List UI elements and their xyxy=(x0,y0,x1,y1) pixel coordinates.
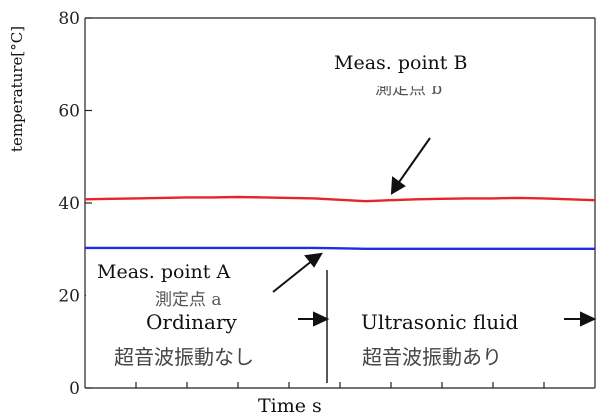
point-b-label-jp: 測定点 b xyxy=(375,86,442,108)
series-lines xyxy=(84,195,596,251)
y-ticks: 0 20 40 60 80 xyxy=(58,9,92,399)
y-tick-label: 60 xyxy=(58,102,80,122)
point-a-arrow-line xyxy=(272,259,314,293)
annotation-arrows xyxy=(272,137,597,327)
point-b-arrowhead xyxy=(390,176,406,195)
point-a-label-jp-text: 測定点 a xyxy=(155,291,222,310)
point-a-label-box xyxy=(86,255,266,307)
series-line-point-a xyxy=(85,246,595,251)
y-axis-label: temperature[°C] xyxy=(8,25,26,153)
x-axis-label: Time s xyxy=(258,395,322,417)
ordinary-arrowhead xyxy=(313,311,330,327)
ordinary-label: Ordinary xyxy=(146,310,237,334)
ultrasonic-arrowhead xyxy=(580,311,597,327)
ordinary-label-jp: 超音波振動なし xyxy=(114,345,254,369)
y-tick-label: 80 xyxy=(58,9,80,29)
point-a-label: Meas. point A xyxy=(97,261,231,283)
point-b-arrow-line xyxy=(396,137,431,186)
y-tick-label: 20 xyxy=(58,287,80,307)
point-a-label-jp: 測定点 a xyxy=(155,291,222,311)
x-ticks xyxy=(135,382,545,388)
y-tick-label: 40 xyxy=(58,194,80,214)
ordinary-phase-box xyxy=(110,308,298,374)
point-a-arrowhead xyxy=(304,252,323,268)
point-b-label-jp-text: 測定点 b xyxy=(375,86,443,99)
ultrasonic-label: Ultrasonic fluid xyxy=(361,310,519,334)
ultrasonic-phase-box xyxy=(352,308,560,374)
ultrasonic-label-jp: 超音波振動あり xyxy=(362,345,502,369)
point-b-label: Meas. point B xyxy=(334,52,468,74)
series-line-point-b xyxy=(84,195,596,203)
y-tick-label: 0 xyxy=(69,379,80,399)
